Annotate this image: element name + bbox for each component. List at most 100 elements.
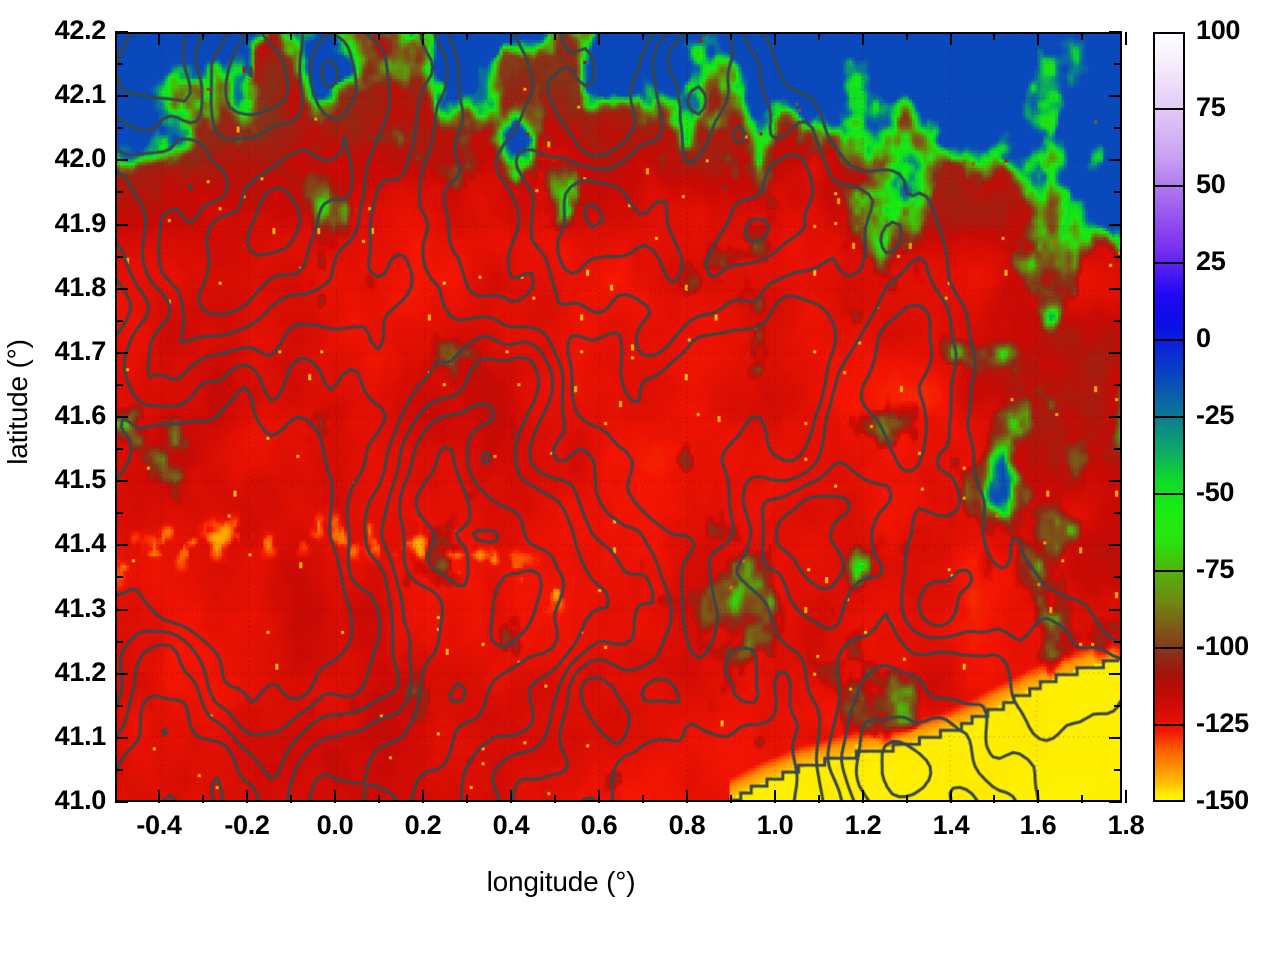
x-tick-major: [862, 790, 864, 803]
colorbar-tick: [1153, 493, 1185, 495]
y-tick-minor: [115, 576, 123, 578]
x-tick-major: [510, 790, 512, 803]
y-tick-label: 41.9: [54, 208, 107, 238]
x-tick-label: 0.8: [668, 810, 706, 840]
y-tick-minor-right: [1114, 63, 1122, 65]
x-axis-title: longitude (°): [486, 866, 636, 897]
y-tick-minor: [115, 191, 123, 193]
x-tick-major-top: [510, 32, 512, 45]
y-tick-minor: [115, 256, 123, 258]
x-tick-minor-top: [554, 32, 556, 40]
y-tick-major: [115, 544, 128, 546]
y-tick-minor: [115, 320, 123, 322]
x-tick-minor: [290, 795, 292, 803]
colorbar-tick-label: -25: [1196, 400, 1235, 430]
colorbar-tick: [1153, 339, 1185, 341]
y-tick-minor: [115, 641, 123, 643]
y-tick-minor-right: [1114, 320, 1122, 322]
y-tick-major: [115, 159, 128, 161]
x-tick-major-top: [598, 32, 600, 45]
plot-area: [115, 32, 1122, 802]
x-tick-major-top: [862, 32, 864, 45]
x-tick-major: [246, 790, 248, 803]
y-tick-label: 41.5: [54, 464, 107, 494]
x-tick-major-top: [774, 32, 776, 45]
y-tick-major: [115, 31, 128, 33]
y-tick-major-right: [1109, 673, 1122, 675]
y-tick-label: 41.6: [54, 400, 107, 430]
x-tick-minor: [993, 795, 995, 803]
y-tick-major-right: [1109, 159, 1122, 161]
heatmap-canvas: [117, 34, 1120, 800]
x-tick-minor: [642, 795, 644, 803]
x-tick-major-top: [950, 32, 952, 45]
y-tick-minor-right: [1114, 769, 1122, 771]
colorbar-tick: [1153, 108, 1185, 110]
x-tick-minor: [906, 795, 908, 803]
colorbar-tick-label: 100: [1196, 15, 1241, 45]
y-tick-minor: [115, 448, 123, 450]
y-tick-major-right: [1109, 737, 1122, 739]
x-tick-major: [1125, 790, 1127, 803]
x-tick-minor: [818, 795, 820, 803]
x-tick-major-top: [158, 32, 160, 45]
x-tick-minor: [730, 795, 732, 803]
y-tick-minor-right: [1114, 127, 1122, 129]
x-tick-minor-top: [202, 32, 204, 40]
y-tick-label: 41.0: [54, 785, 107, 815]
y-tick-minor: [115, 769, 123, 771]
y-tick-minor-right: [1114, 512, 1122, 514]
x-tick-label: 1.6: [1019, 810, 1057, 840]
colorbar-tick-label: -125: [1196, 708, 1249, 738]
x-tick-label: -0.2: [224, 810, 270, 840]
colorbar-tick-label: 75: [1196, 92, 1226, 122]
x-tick-major: [158, 790, 160, 803]
x-tick-minor-top: [290, 32, 292, 40]
x-tick-label: -0.4: [136, 810, 182, 840]
colorbar-tick: [1153, 416, 1185, 418]
y-tick-major: [115, 737, 128, 739]
x-tick-major: [598, 790, 600, 803]
x-tick-minor: [1081, 795, 1083, 803]
x-tick-minor: [466, 795, 468, 803]
x-tick-label: 0.0: [316, 810, 354, 840]
x-tick-major: [422, 790, 424, 803]
y-tick-major-right: [1109, 480, 1122, 482]
colorbar-tick-label: -75: [1196, 554, 1235, 584]
y-tick-label: 42.1: [54, 79, 107, 109]
y-tick-major: [115, 288, 128, 290]
x-tick-major-top: [1125, 32, 1127, 45]
x-tick-label: 0.6: [580, 810, 618, 840]
colorbar-tick: [1153, 647, 1185, 649]
x-tick-major-top: [1037, 32, 1039, 45]
y-tick-label: 41.3: [54, 593, 107, 623]
x-tick-major: [686, 790, 688, 803]
x-tick-major: [774, 790, 776, 803]
y-tick-major: [115, 352, 128, 354]
x-tick-minor-top: [730, 32, 732, 40]
colorbar-tick-label: 0: [1196, 323, 1211, 353]
y-tick-minor: [115, 63, 123, 65]
y-tick-major: [115, 416, 128, 418]
y-tick-label: 41.7: [54, 336, 107, 366]
x-tick-minor-top: [818, 32, 820, 40]
y-tick-minor: [115, 127, 123, 129]
y-tick-major: [115, 95, 128, 97]
y-axis-title: latitude (°): [2, 339, 33, 465]
y-tick-minor: [115, 705, 123, 707]
colorbar-tick-label: -100: [1196, 631, 1249, 661]
x-tick-minor-top: [993, 32, 995, 40]
colorbar-tick: [1153, 570, 1185, 572]
y-tick-major: [115, 673, 128, 675]
y-tick-label: 41.8: [54, 272, 107, 302]
x-tick-minor: [554, 795, 556, 803]
x-tick-label: 1.0: [756, 810, 794, 840]
x-tick-minor: [378, 795, 380, 803]
y-tick-major-right: [1109, 352, 1122, 354]
x-tick-major: [334, 790, 336, 803]
y-tick-minor-right: [1114, 448, 1122, 450]
y-tick-major: [115, 480, 128, 482]
x-tick-label: 0.2: [404, 810, 442, 840]
y-tick-minor: [115, 512, 123, 514]
